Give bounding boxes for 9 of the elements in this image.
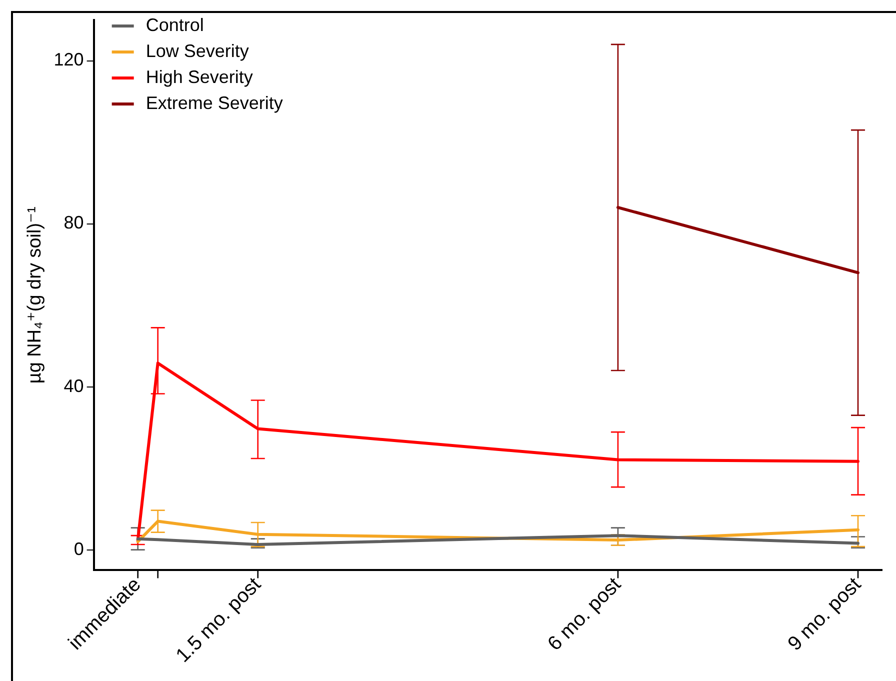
legend-label: Control [146,14,204,35]
y-tick-label: 0 [74,538,84,559]
legend-label: Extreme Severity [146,92,283,113]
y-tick-label: 120 [54,50,84,70]
legend-label: Low Severity [146,40,249,61]
y-tick-label: 80 [64,212,84,233]
y-tick-label: 40 [64,376,84,396]
legend-label: High Severity [146,66,253,87]
y-axis-title: µg NH₄⁺(g dry soil)⁻¹ [24,206,46,384]
